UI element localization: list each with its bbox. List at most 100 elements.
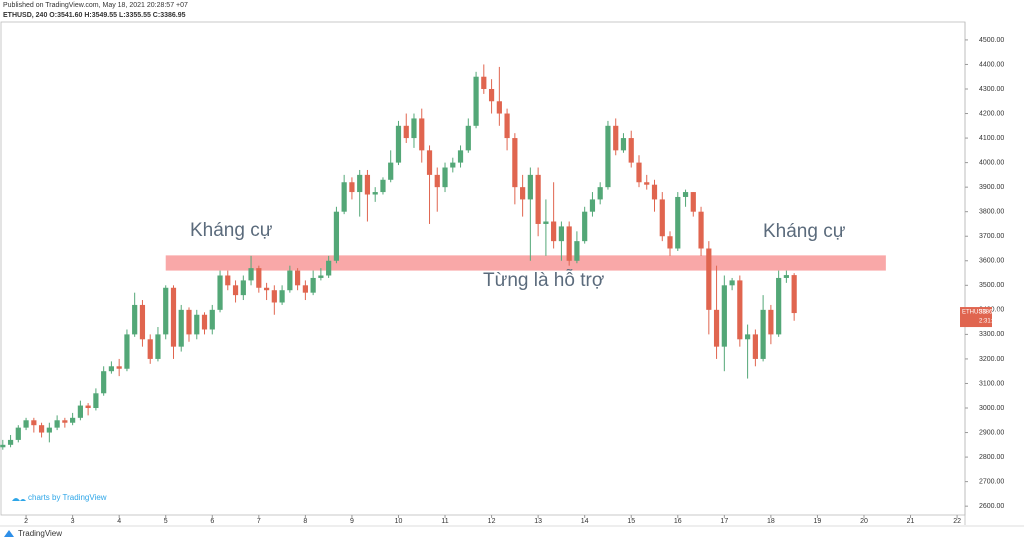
y-tick-label: 3500.00 bbox=[979, 282, 1004, 289]
candle-body bbox=[139, 304, 146, 340]
candle-body bbox=[380, 179, 386, 193]
x-tick-label: 12 bbox=[488, 518, 496, 525]
x-tick-label: 22 bbox=[953, 518, 961, 525]
candle-body bbox=[302, 285, 308, 293]
candle-body bbox=[85, 405, 91, 409]
countdown: 2:31:03 bbox=[979, 319, 1000, 325]
candle-body bbox=[62, 420, 68, 423]
y-tick-label: 4100.00 bbox=[979, 135, 1004, 142]
candle-body bbox=[155, 334, 161, 359]
annotation: Kháng cự bbox=[763, 221, 846, 242]
candle-body bbox=[457, 150, 464, 163]
last-price-box bbox=[960, 307, 992, 328]
candle-body bbox=[77, 405, 83, 418]
candle-body bbox=[597, 187, 603, 200]
candle-body bbox=[116, 366, 122, 369]
y-tick-label: 3000.00 bbox=[979, 405, 1004, 412]
candle-body bbox=[644, 182, 650, 185]
x-tick-label: 21 bbox=[907, 518, 915, 525]
candle-body bbox=[108, 366, 114, 372]
candle-body bbox=[388, 162, 394, 180]
y-tick-label: 2900.00 bbox=[979, 429, 1004, 436]
candle-body bbox=[659, 199, 665, 237]
candle-body bbox=[0, 444, 6, 448]
candle-body bbox=[651, 184, 658, 200]
y-tick-label: 4000.00 bbox=[979, 159, 1004, 166]
y-tick-label: 2700.00 bbox=[979, 478, 1004, 485]
y-tick-label: 3600.00 bbox=[979, 258, 1004, 265]
candle-body bbox=[271, 290, 277, 303]
x-tick-label: 2 bbox=[24, 518, 28, 525]
candle-body bbox=[403, 125, 409, 139]
candle-body bbox=[768, 309, 774, 335]
candle-body bbox=[263, 287, 270, 291]
y-tick-label: 2600.00 bbox=[979, 503, 1004, 510]
candle-body bbox=[333, 211, 340, 261]
candle-body bbox=[310, 277, 316, 293]
candle-body bbox=[279, 290, 285, 303]
candle-body bbox=[551, 221, 557, 242]
candle-body bbox=[613, 125, 619, 151]
candle-body bbox=[201, 314, 208, 330]
candle-body bbox=[682, 192, 689, 197]
candle-body bbox=[209, 309, 215, 330]
candle-body bbox=[473, 76, 479, 126]
candle-body bbox=[364, 174, 371, 195]
candle-body bbox=[434, 174, 440, 188]
candle-body bbox=[186, 309, 192, 335]
x-tick-label: 17 bbox=[720, 518, 728, 525]
candle-body bbox=[170, 287, 177, 347]
candle-body bbox=[783, 275, 789, 278]
candle-body bbox=[566, 226, 572, 261]
candle-body bbox=[713, 309, 720, 347]
candle-body bbox=[178, 309, 184, 347]
candle-body bbox=[745, 334, 751, 340]
candle-body bbox=[543, 221, 549, 224]
footer: TradingView bbox=[18, 529, 62, 538]
x-tick-label: 5 bbox=[164, 518, 168, 525]
y-tick-label: 4400.00 bbox=[979, 61, 1004, 68]
candle-body bbox=[504, 113, 510, 139]
candle-body bbox=[372, 192, 378, 195]
candle-body bbox=[690, 192, 696, 212]
candle-body bbox=[395, 125, 402, 163]
resistance-zone bbox=[165, 255, 886, 271]
y-tick-label: 4300.00 bbox=[979, 86, 1004, 93]
y-tick-label: 3700.00 bbox=[979, 233, 1004, 240]
x-tick-label: 8 bbox=[303, 518, 307, 525]
candle-body bbox=[752, 334, 758, 359]
candle-body bbox=[426, 150, 433, 175]
candle-body bbox=[15, 427, 21, 440]
candle-body bbox=[287, 270, 293, 291]
candle-body bbox=[46, 427, 52, 433]
candle-body bbox=[488, 88, 495, 102]
candle-body bbox=[147, 339, 153, 359]
candle-body bbox=[7, 439, 14, 445]
x-tick-label: 15 bbox=[627, 518, 635, 525]
y-tick-label: 4500.00 bbox=[979, 37, 1004, 44]
candle-body bbox=[760, 309, 766, 359]
candle-body bbox=[442, 167, 448, 188]
candle-body bbox=[527, 174, 533, 200]
x-tick-label: 7 bbox=[257, 518, 261, 525]
x-tick-label: 10 bbox=[395, 518, 403, 525]
candle-body bbox=[93, 393, 99, 409]
x-tick-label: 6 bbox=[210, 518, 214, 525]
candle-body bbox=[248, 268, 254, 281]
candle-body bbox=[496, 101, 502, 114]
y-tick-label: 4200.00 bbox=[979, 110, 1004, 117]
candle-body bbox=[698, 211, 704, 249]
symbol-line: ETHUSD, 240 O:3541.60 H:3549.55 L:3355.5… bbox=[3, 12, 186, 19]
published: Published on TradingView.com, May 18, 20… bbox=[3, 2, 188, 9]
candle-body bbox=[450, 162, 456, 168]
candle-body bbox=[605, 125, 611, 188]
candle-body bbox=[729, 280, 735, 286]
x-tick-label: 16 bbox=[674, 518, 682, 525]
candle-body bbox=[225, 275, 231, 286]
candle-body bbox=[357, 174, 363, 193]
y-tick-label: 3900.00 bbox=[979, 184, 1004, 191]
candle-body bbox=[589, 199, 596, 212]
last-price: 3386.95 bbox=[979, 310, 1001, 316]
candle-body bbox=[240, 280, 246, 296]
candle-body bbox=[737, 280, 743, 340]
